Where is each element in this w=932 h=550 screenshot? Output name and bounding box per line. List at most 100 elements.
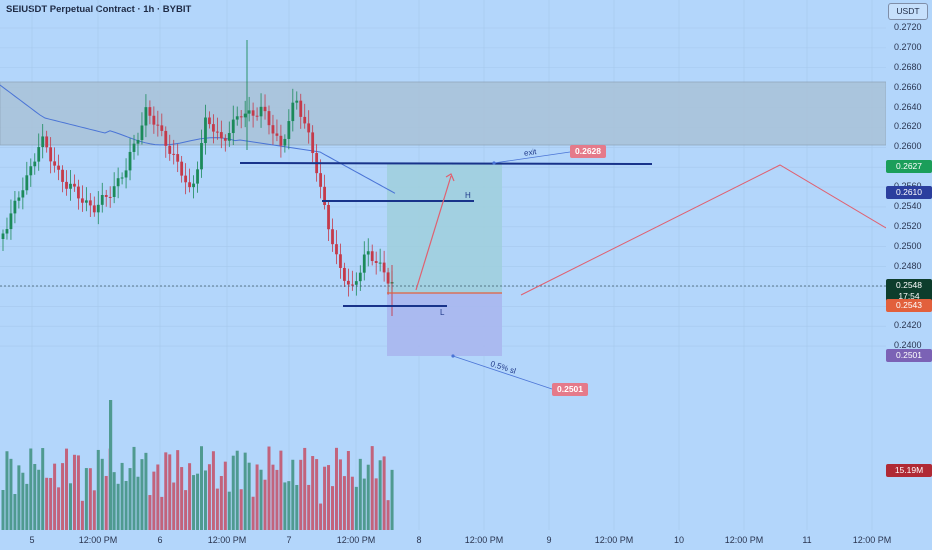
volume-bar	[255, 464, 259, 530]
target-arrow-head	[445, 173, 455, 182]
volume-bar	[283, 482, 287, 530]
candle-body	[132, 143, 136, 152]
volume-bar	[207, 464, 211, 530]
currency-button[interactable]: USDT	[888, 3, 928, 20]
last-price-tag: 0.2548	[886, 279, 932, 292]
candle-body	[192, 183, 195, 188]
exit-label: exit	[523, 147, 538, 158]
volume-bar	[128, 468, 132, 530]
candle-body	[323, 186, 326, 206]
candle-body	[267, 111, 271, 126]
candle-body	[235, 116, 239, 120]
candle-body	[299, 100, 303, 117]
volume-bar	[29, 448, 33, 530]
volume-bar	[132, 446, 136, 530]
candle-body	[307, 123, 311, 133]
candle-body	[212, 124, 215, 132]
price-chart-canvas[interactable]	[0, 0, 886, 530]
candle-body	[41, 136, 45, 148]
volume-bar	[116, 483, 120, 530]
time-tick: 12:00 PM	[336, 535, 376, 545]
candle-body	[346, 280, 350, 285]
volume-bar	[184, 490, 188, 530]
candle-body	[77, 186, 80, 199]
exit-level-line	[239, 162, 653, 165]
volume-bar	[223, 461, 227, 530]
price-tick: 0.2540	[894, 200, 922, 211]
resistance-zone	[0, 81, 886, 146]
candle-body	[128, 151, 132, 171]
volume-bar	[211, 451, 215, 530]
candle-body	[219, 132, 223, 139]
candle-body	[215, 131, 219, 133]
volume-bar	[346, 451, 350, 530]
time-tick: 5	[29, 535, 35, 545]
exit-price-label[interactable]: 0.2628	[570, 145, 606, 158]
candle-body	[196, 169, 199, 184]
candle-body	[319, 173, 322, 187]
candle-body	[239, 116, 243, 118]
volume-bar	[25, 483, 29, 530]
volume-bar	[350, 476, 354, 530]
candle-body	[188, 182, 191, 188]
price-tag-2501: 0.2501	[886, 349, 932, 362]
candle-body	[243, 113, 247, 118]
time-tick: 12:00 PM	[724, 535, 764, 545]
volume-bar	[21, 472, 25, 530]
candle-body	[88, 200, 92, 206]
candle-body	[247, 110, 251, 114]
candle-body	[263, 106, 267, 112]
time-axis[interactable]: 5 12:00 PM 6 12:00 PM 7 12:00 PM 8 12:00 PM 9 12:…	[0, 530, 891, 550]
candle-body	[69, 183, 72, 189]
symbol-title[interactable]: SEIUSDT Perpetual Contract · 1h · BYBIT	[6, 4, 192, 15]
volume-bar	[49, 477, 53, 530]
volume-bar	[203, 470, 207, 530]
projection-path	[520, 164, 886, 296]
stop-loss-price-label[interactable]: 0.2501	[552, 383, 588, 396]
volume-bar	[378, 460, 382, 530]
volume-bar	[80, 500, 84, 530]
candle-body	[29, 166, 33, 176]
target-arrow	[415, 175, 452, 291]
volume-bar	[100, 458, 104, 530]
candle-body	[124, 170, 128, 178]
volume-bar	[192, 475, 196, 530]
price-tick: 0.2680	[894, 61, 922, 72]
time-tick: 10	[673, 535, 685, 545]
volume-bar	[219, 476, 223, 530]
volume-bar	[96, 449, 100, 530]
candle-body	[311, 132, 315, 154]
candle-body	[287, 121, 291, 139]
candle-body	[275, 133, 279, 136]
volume-bar	[136, 476, 140, 530]
price-tick: 0.2500	[894, 240, 922, 251]
volume-bar	[295, 484, 299, 530]
candle-body	[61, 169, 64, 182]
exit-label-connector	[493, 151, 571, 164]
candle-body	[160, 125, 164, 131]
volume-bar	[235, 450, 239, 530]
time-tick: 12:00 PM	[78, 535, 118, 545]
volume-bar	[231, 455, 235, 530]
candle-body	[208, 117, 211, 125]
volume-bar	[17, 465, 21, 530]
volume-bar	[112, 472, 116, 530]
volume-bar	[319, 503, 323, 530]
volume-bar	[172, 482, 176, 530]
time-tick: 6	[157, 535, 163, 545]
volume-bar	[311, 456, 315, 530]
candle-body	[37, 147, 41, 162]
volume-bar	[275, 469, 279, 530]
volume-bar	[188, 463, 192, 530]
target-box	[387, 163, 502, 293]
candle-body	[108, 196, 112, 198]
volume-bar	[76, 455, 80, 530]
candle-body	[204, 117, 207, 144]
candle-body	[25, 175, 29, 191]
volume-bar	[148, 495, 152, 530]
price-tag-2543: 0.2543	[886, 299, 932, 312]
candle-body	[112, 186, 116, 197]
time-tick: 12:00 PM	[594, 535, 634, 545]
candle-body	[53, 161, 57, 166]
volume-bar	[279, 450, 283, 530]
